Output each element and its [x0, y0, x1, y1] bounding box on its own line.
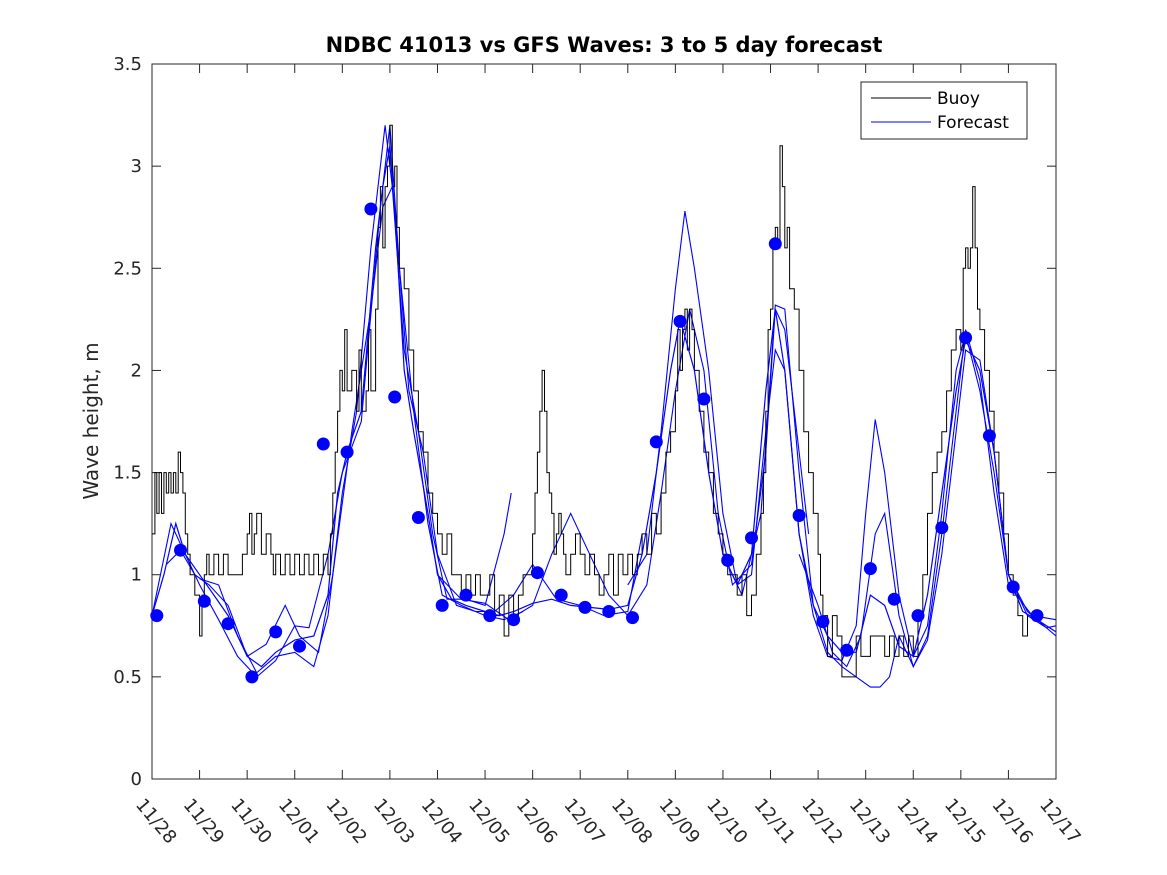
forecast-line: [151, 145, 1057, 668]
legend-label-buoy: Buoy: [937, 89, 980, 109]
y-tick-label: 0.5: [113, 667, 142, 688]
legend-label-forecast: Forecast: [937, 113, 1009, 133]
forecast-run-line: [199, 125, 643, 674]
forecast-marker: [721, 553, 735, 567]
forecast-marker: [245, 670, 259, 684]
y-tick-label: 1.5: [113, 463, 142, 484]
forecast-run-line: [722, 304, 1057, 688]
forecast-marker: [840, 643, 854, 657]
y-tick-label: 3.5: [113, 54, 142, 75]
y-tick-label: 2: [131, 360, 142, 381]
forecast-marker: [340, 445, 354, 459]
legend-box: [860, 81, 1028, 140]
y-tick-label: 1: [131, 565, 142, 586]
forecast-marker: [697, 392, 711, 406]
forecast-marker: [554, 588, 568, 602]
forecast-marker: [388, 390, 402, 404]
forecast-marker: [1006, 580, 1020, 594]
chart-title: NDBC 41013 vs GFS Waves: 3 to 5 day fore…: [326, 33, 883, 57]
forecast-marker: [197, 594, 211, 608]
forecast-marker: [792, 509, 806, 522]
forecast-marker: [602, 605, 616, 618]
forecast-marker: [649, 435, 663, 449]
y-tick-label: 3: [131, 156, 142, 177]
forecast-marker: [1030, 609, 1044, 623]
forecast-marker: [768, 237, 782, 251]
forecast-marker: [935, 521, 949, 535]
forecast-marker: [316, 437, 330, 451]
plot-frame: [151, 63, 1057, 780]
forecast-marker: [745, 531, 758, 545]
forecast-marker: [959, 331, 973, 345]
y-tick-label: 2.5: [113, 258, 142, 279]
forecast-marker: [816, 615, 830, 629]
forecast-marker: [293, 639, 306, 653]
forecast-marker: [982, 429, 996, 443]
forecast-marker: [530, 566, 544, 580]
forecast-marker: [411, 511, 425, 524]
forecast-marker: [483, 609, 497, 623]
forecast-marker: [673, 314, 687, 328]
buoy-line: [152, 124, 1028, 678]
forecast-marker: [863, 562, 877, 576]
forecast-marker: [364, 202, 378, 216]
forecast-marker: [174, 543, 187, 557]
forecast-marker: [435, 598, 449, 612]
forecast-marker: [150, 609, 164, 623]
forecast-marker: [578, 600, 592, 614]
forecast-marker: [911, 609, 925, 623]
y-tick-label: 0: [131, 769, 142, 790]
y-axis-label: Wave height, m: [79, 342, 103, 499]
forecast-marker: [459, 588, 473, 602]
forecast-run-line: [165, 184, 512, 658]
forecast-marker: [626, 611, 639, 625]
forecast-marker: [507, 613, 521, 627]
forecast-marker: [887, 592, 901, 606]
forecast-marker: [269, 625, 283, 639]
forecast-marker: [221, 617, 235, 631]
legend: Buoy Forecast: [860, 81, 1028, 140]
